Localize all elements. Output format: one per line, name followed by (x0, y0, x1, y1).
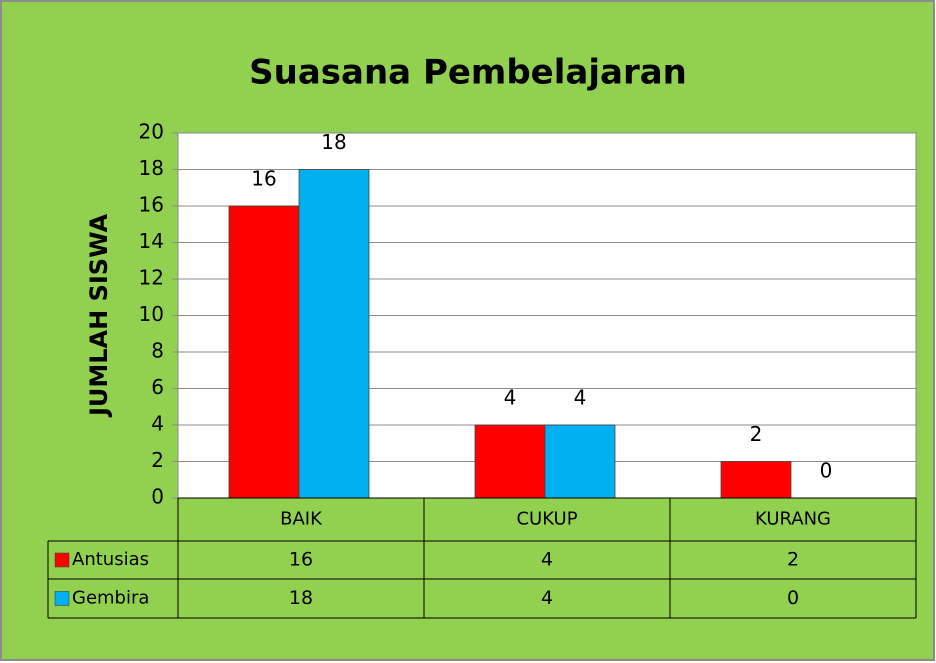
bar (720, 461, 792, 499)
y-tick-label: 20 (139, 120, 164, 144)
legend-label: Gembira (72, 588, 149, 609)
bar (228, 205, 300, 499)
y-tick-label: 4 (151, 412, 164, 436)
y-tick-label: 18 (139, 156, 164, 180)
table-value: 0 (787, 587, 799, 609)
table-value: 18 (289, 587, 313, 609)
y-tick-label: 0 (151, 485, 164, 509)
legend-swatch (54, 552, 70, 568)
legend-swatch (54, 591, 70, 606)
y-tick-label: 16 (139, 193, 164, 217)
table-value: 4 (541, 549, 553, 571)
bar (474, 424, 546, 499)
y-tick-label: 14 (139, 229, 164, 253)
y-tick-label: 6 (151, 375, 164, 399)
table-value: 4 (541, 587, 553, 609)
data-label: 16 (251, 167, 276, 191)
data-label: 4 (574, 386, 587, 410)
x-tick-label: KURANG (755, 509, 831, 530)
chart-title: Suasana Pembelajaran (249, 53, 687, 93)
data-label: 0 (820, 459, 833, 483)
data-label: 2 (750, 422, 763, 446)
y-tick-label: 2 (151, 448, 164, 472)
data-label: 4 (504, 386, 517, 410)
y-axis-label: JUMLAH SISWA (85, 214, 113, 419)
table-value: 16 (289, 549, 313, 571)
y-tick-label: 10 (139, 302, 164, 326)
x-tick-label: BAIK (280, 509, 323, 530)
bar (298, 169, 370, 499)
table-value: 2 (787, 549, 799, 571)
y-tick-label: 12 (139, 266, 164, 290)
y-tick-label: 8 (151, 339, 164, 363)
bar (544, 424, 616, 499)
x-tick-label: CUKUP (516, 509, 577, 530)
data-label: 18 (321, 130, 346, 154)
legend-label: Antusias (72, 549, 149, 570)
